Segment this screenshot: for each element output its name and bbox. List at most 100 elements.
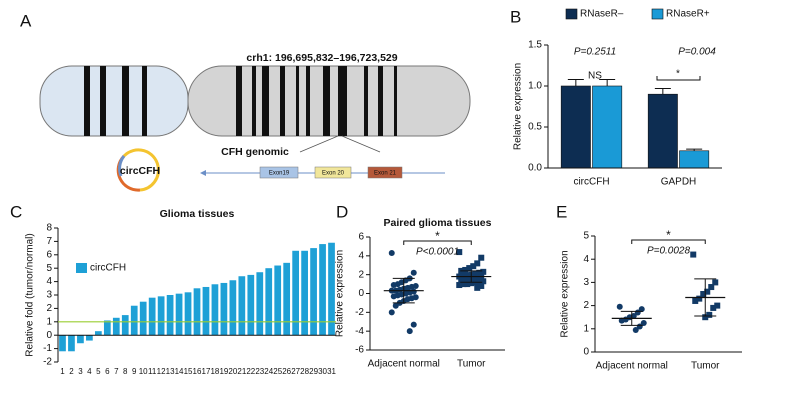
y-tick-label: 1	[583, 323, 589, 334]
x-tick-label: 31	[327, 367, 336, 376]
point	[456, 282, 463, 289]
y-tick-label: 0	[46, 330, 52, 341]
bar	[274, 265, 282, 336]
point	[462, 266, 469, 273]
y-tick-label: -2	[43, 357, 52, 368]
point	[478, 254, 485, 261]
bar	[256, 272, 264, 336]
x-tick-label: 6	[105, 367, 110, 376]
legend-swatch	[565, 8, 578, 20]
y-tick-label: 6	[358, 232, 364, 243]
x-tick-label: 24	[264, 367, 273, 376]
bar	[319, 244, 326, 336]
bar	[301, 250, 308, 336]
x-tick-label: 18	[210, 367, 219, 376]
annotation: P=0.0028	[647, 246, 691, 257]
panel-label: B	[510, 7, 521, 26]
bands	[84, 66, 397, 136]
bar	[175, 293, 183, 336]
bar	[166, 295, 174, 336]
point	[690, 251, 697, 258]
point	[466, 265, 473, 272]
point	[468, 280, 475, 287]
bar	[211, 284, 219, 336]
bar	[560, 85, 591, 169]
legend-label: RNaseR–	[580, 9, 624, 20]
y-axis-label: Relative expression	[560, 250, 571, 337]
y-tick-label: 2	[358, 269, 364, 280]
chart-title: Paired glioma tissues	[384, 217, 492, 229]
y-tick-label: 4	[583, 254, 589, 265]
point	[480, 278, 487, 285]
point	[466, 276, 473, 283]
annotation: NS	[588, 71, 602, 82]
x-tick-label: 16	[193, 367, 202, 376]
y-axis-label: Relative expression	[335, 250, 346, 337]
x-tick-label: Adjacent normal	[596, 361, 668, 372]
y-tick-label: 2	[583, 300, 589, 311]
legend-label: circCFH	[90, 263, 126, 274]
y-tick-label: -1	[43, 343, 52, 354]
bar	[220, 282, 228, 336]
point	[410, 321, 417, 328]
bar	[310, 248, 317, 336]
point	[410, 269, 417, 276]
x-tick-label: 8	[123, 367, 128, 376]
panel-label: C	[10, 202, 22, 221]
y-tick-label: 0	[358, 288, 364, 299]
bar	[77, 335, 84, 344]
bar	[238, 276, 246, 336]
x-tick-label: 9	[132, 367, 137, 376]
point	[704, 288, 711, 295]
y-tick-label: 1.0	[528, 81, 542, 92]
y-tick-label: 5	[583, 231, 589, 242]
panel-a: A crh1: 196,695,832–196,723,529 CFH geno…	[20, 11, 471, 192]
x-tick-label: 3	[78, 367, 83, 376]
point	[464, 281, 471, 288]
bar	[328, 242, 335, 336]
significance-bracket	[656, 76, 701, 81]
x-tick-label: 15	[184, 367, 193, 376]
y-tick-label: 8	[46, 223, 52, 234]
x-tick-label: 25	[273, 367, 282, 376]
point	[618, 317, 625, 324]
bar	[157, 296, 165, 336]
annotation: *	[435, 229, 440, 243]
point	[712, 279, 719, 286]
x-tick-label: 14	[175, 367, 184, 376]
y-axis-label: Relative fold (tumor/normal)	[25, 233, 36, 356]
point	[478, 274, 485, 281]
gene-label: CFH genomic	[221, 146, 289, 158]
y-tick-label: -2	[355, 307, 364, 318]
point	[462, 276, 469, 283]
point	[458, 277, 465, 284]
x-tick-label: 1	[60, 367, 65, 376]
x-tick-label: Tumor	[457, 359, 486, 370]
annotation: P=0.004	[678, 47, 716, 58]
y-tick-label: 0	[583, 347, 589, 358]
y-tick-label: 0.5	[528, 122, 542, 133]
point	[702, 314, 709, 321]
x-tick-label: 4	[87, 367, 92, 376]
point	[710, 304, 717, 311]
point	[696, 295, 703, 302]
point	[474, 274, 481, 281]
y-tick-label: 4	[46, 276, 52, 287]
x-tick-label: 10	[139, 367, 148, 376]
x-tick-label: 7	[114, 367, 119, 376]
point	[632, 326, 639, 333]
point	[708, 284, 715, 291]
bar	[202, 286, 210, 336]
bar	[229, 280, 237, 336]
x-tick-label: 13	[166, 367, 175, 376]
bar	[647, 93, 678, 169]
panel-label: D	[336, 202, 348, 221]
legend-swatch	[76, 263, 87, 273]
x-tick-label: 22	[246, 367, 255, 376]
annotation: *	[676, 69, 680, 80]
point	[460, 272, 467, 279]
annotation: P<0.0001	[416, 247, 459, 258]
legend-label: RNaseR+	[666, 9, 710, 20]
x-tick-label: GAPDH	[661, 177, 697, 188]
